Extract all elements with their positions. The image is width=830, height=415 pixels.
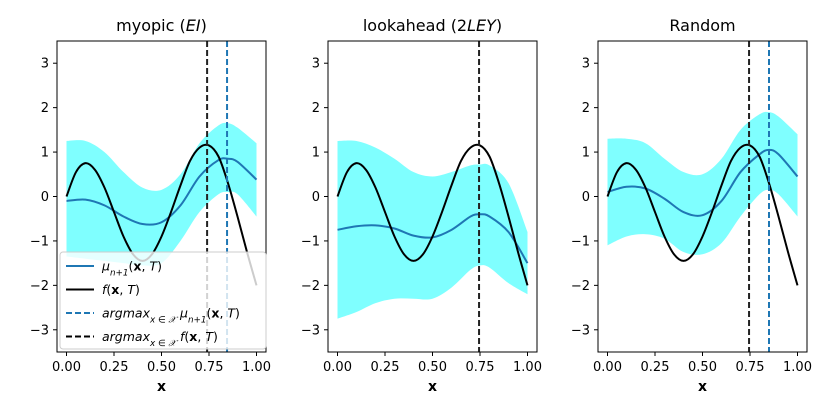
y-tick-label: −1 (301, 234, 320, 249)
x-tick-label: 0.75 (195, 360, 224, 375)
y-tick-label: 0 (582, 190, 590, 205)
y-tick-label: 1 (312, 146, 320, 161)
y-tick-label: −2 (301, 279, 320, 294)
true-function-line (606, 143, 799, 286)
panel-title: lookahead (2LEY) (363, 16, 502, 35)
x-axis-label: x (157, 379, 166, 395)
y-tick-label: −3 (301, 323, 320, 338)
posterior-mean-line (66, 157, 258, 226)
x-tick-label: 1.00 (783, 360, 812, 375)
x-axis-label: x (698, 379, 707, 395)
posterior-mean-line (337, 213, 529, 264)
x-tick-label: 0.50 (688, 360, 717, 375)
x-tick-label: 0.00 (593, 360, 622, 375)
y-tick-label: 1 (41, 146, 49, 161)
y-tick-label: 0 (312, 190, 320, 205)
y-tick-label: 2 (312, 101, 320, 116)
x-tick-label: 0.00 (323, 360, 352, 375)
true-function-line (65, 143, 258, 286)
legend-label: argmaxx ∈ 𝒳 μn+1(x, T) (102, 306, 240, 326)
confidence-band (607, 111, 798, 255)
x-tick-label: 0.00 (52, 360, 81, 375)
x-axis-label: x (428, 379, 437, 395)
legend: μn+1(x, T) f(x, T) argmaxx ∈ 𝒳 μn+1(x, T) a… (59, 251, 267, 350)
legend-label: μn+1(x, T) (101, 259, 162, 279)
x-tick-label: 0.25 (100, 360, 129, 375)
x-tick-label: 0.25 (371, 360, 400, 375)
legend-label: f(x, T) (102, 282, 140, 297)
y-tick-label: 0 (41, 190, 49, 205)
panel-random: 0.00 0.25 0.50 0.75 1.00 −3 −2 −1 0 1 2 3 Random x (571, 16, 812, 395)
plot-area (606, 41, 799, 352)
y-tick-label: 3 (312, 57, 320, 72)
y-tick-label: −1 (571, 234, 590, 249)
confidence-band (66, 122, 257, 266)
x-tick-label: 1.00 (513, 360, 542, 375)
panel-title: myopic (EI) (116, 16, 207, 35)
y-tick-label: −2 (571, 279, 590, 294)
x-tick-label: 0.75 (736, 360, 765, 375)
y-tick-label: −1 (30, 234, 49, 249)
plot-area (336, 41, 529, 352)
y-tick-label: −3 (571, 323, 590, 338)
x-tick-label: 1.00 (242, 360, 271, 375)
y-tick-label: 2 (41, 101, 49, 116)
y-tick-label: 3 (582, 57, 590, 72)
panel-lookahead-2ley: 0.00 0.25 0.50 0.75 1.00 −3 −2 −1 0 1 2 3 lookahead … (301, 16, 542, 395)
y-tick-label: 2 (582, 101, 590, 116)
y-tick-label: −3 (30, 323, 49, 338)
panel-myopic-ei: 0.00 0.25 0.50 0.75 1.00 −3 −2 −1 0 1 2 3 myopic (EI… (30, 16, 271, 395)
y-tick-label: −2 (30, 279, 49, 294)
y-tick-label: 3 (41, 57, 49, 72)
legend-box (59, 251, 267, 350)
panel-title: Random (669, 16, 735, 35)
x-tick-label: 0.75 (466, 360, 495, 375)
confidence-band (337, 140, 528, 319)
x-tick-label: 0.50 (147, 360, 176, 375)
y-tick-label: 1 (582, 146, 590, 161)
legend-label: argmaxx ∈ 𝒳 f(x, T) (102, 329, 218, 349)
true-function-line (336, 143, 529, 286)
plot-area (65, 41, 258, 352)
x-tick-label: 0.50 (418, 360, 447, 375)
x-tick-label: 0.25 (641, 360, 670, 375)
